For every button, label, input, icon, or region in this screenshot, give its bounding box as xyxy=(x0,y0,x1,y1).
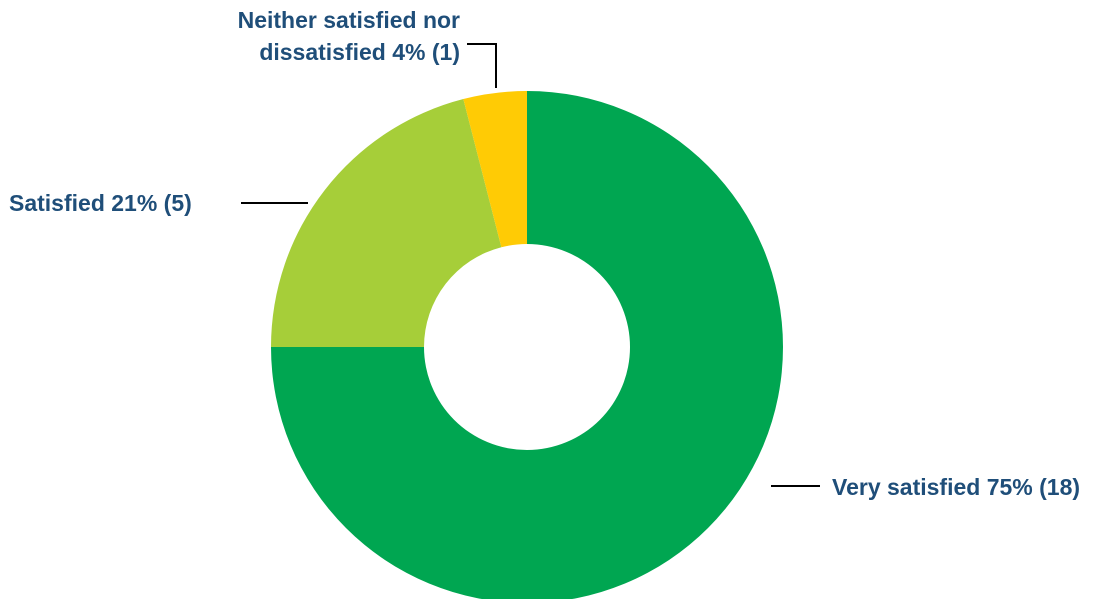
slices-group xyxy=(271,91,783,599)
leader-line-neither xyxy=(467,43,497,88)
label-neither-line-1: Neither satisfied nor xyxy=(238,7,460,33)
slice-very-satisfied xyxy=(271,91,783,599)
label-neither-line-2: dissatisfied 4% (1) xyxy=(259,39,460,65)
slice-satisfied xyxy=(271,99,502,347)
label-satisfied: Satisfied 21% (5) xyxy=(9,190,192,216)
label-very-satisfied: Very satisfied 75% (18) xyxy=(832,474,1080,500)
slice-neither xyxy=(463,91,527,248)
